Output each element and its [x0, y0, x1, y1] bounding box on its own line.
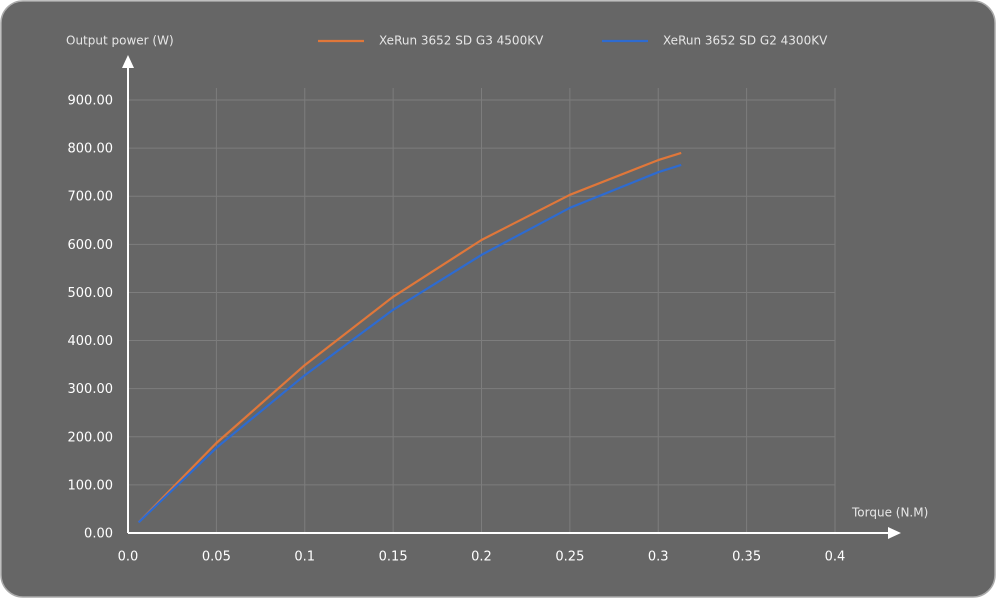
legend-label: XeRun 3652 SD G2 4300KV	[663, 34, 828, 48]
x-tick-label: 0.15	[379, 550, 408, 565]
y-tick-label: 900.00	[68, 94, 114, 109]
y-tick-label: 700.00	[68, 190, 114, 205]
x-tick-label: 0.0	[118, 550, 139, 565]
x-axis-label: Torque (N.M)	[851, 506, 928, 520]
y-tick-label: 400.00	[68, 334, 114, 349]
y-axis-label: Output power (W)	[66, 34, 174, 48]
x-tick-label: 0.4	[825, 550, 846, 565]
x-arrow	[888, 527, 901, 539]
series-line	[137, 151, 682, 524]
x-tick-label: 0.35	[732, 550, 761, 565]
x-tick-label: 0.3	[648, 550, 669, 565]
y-tick-label: 500.00	[68, 286, 114, 301]
x-tick-label: 0.1	[294, 550, 315, 565]
y-arrow	[122, 55, 134, 68]
y-tick-label: 0.00	[84, 527, 113, 542]
series-line	[137, 163, 682, 524]
legend-label: XeRun 3652 SD G3 4500KV	[379, 34, 544, 48]
x-tick-label: 0.05	[202, 550, 231, 565]
y-tick-label: 300.00	[68, 382, 114, 397]
y-tick-label: 800.00	[68, 142, 114, 157]
y-tick-label: 600.00	[68, 238, 114, 253]
x-tick-label: 0.2	[471, 550, 492, 565]
y-tick-label: 100.00	[68, 478, 114, 493]
y-tick-label: 200.00	[68, 430, 114, 445]
x-tick-label: 0.25	[555, 550, 584, 565]
